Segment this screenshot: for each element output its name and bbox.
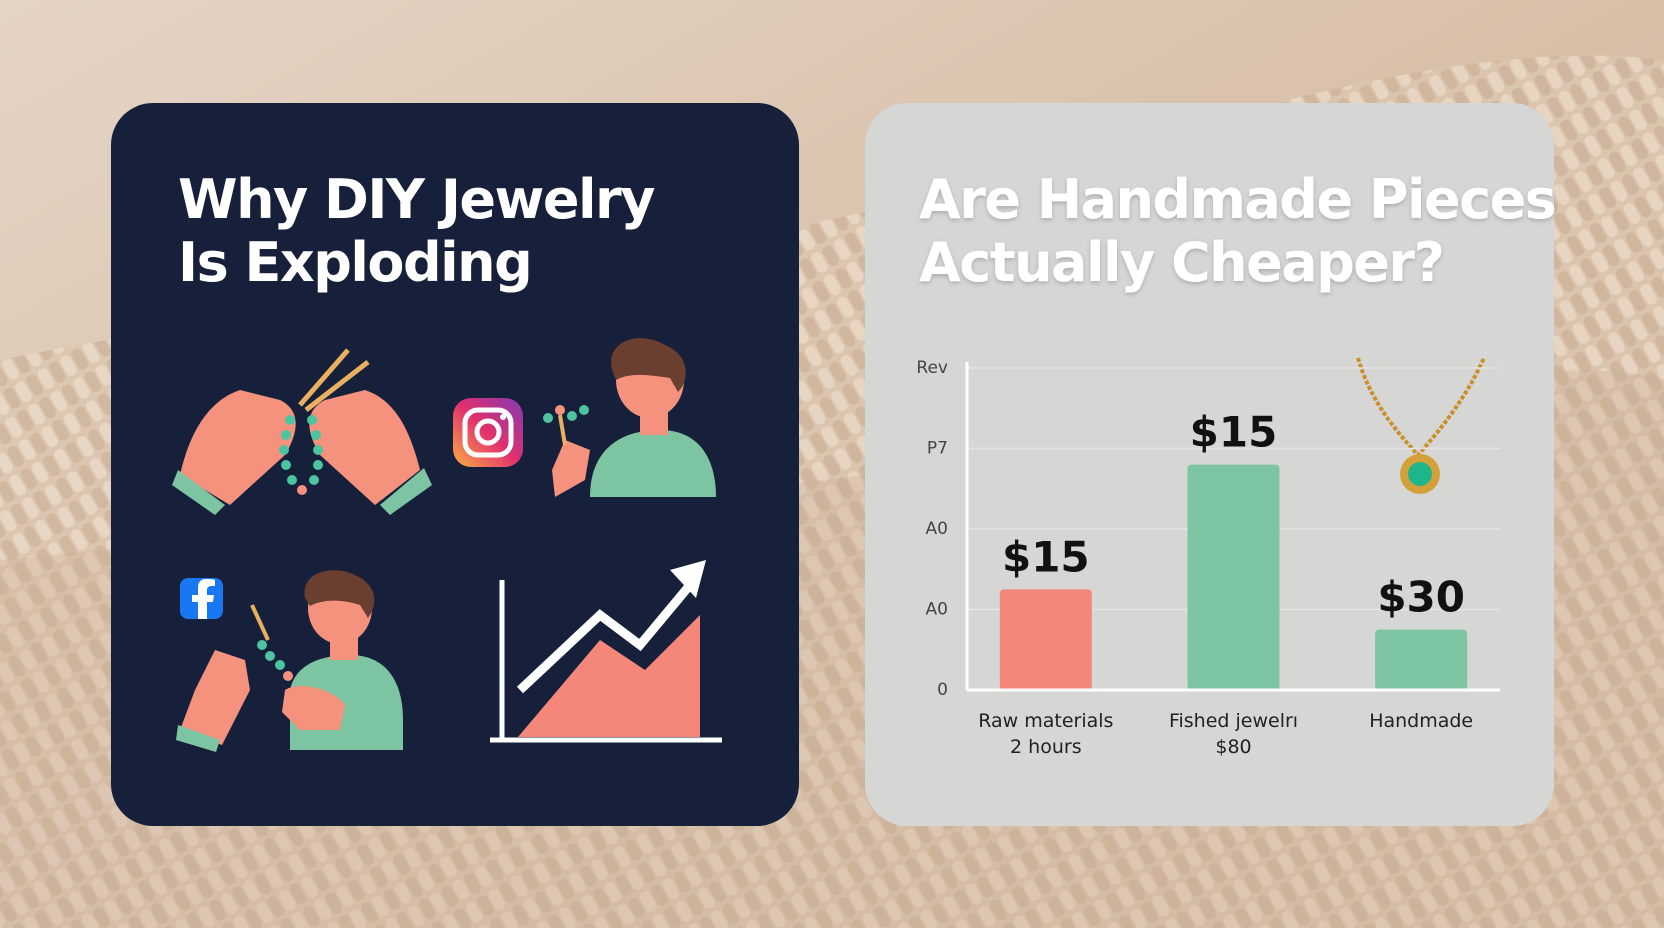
y-tick-label: A0	[926, 600, 948, 620]
title-line: Are Handmade Pieces	[919, 168, 1555, 231]
x-tick-label: Raw materials	[978, 710, 1113, 732]
instagram-icon	[453, 398, 523, 467]
bar	[1187, 464, 1280, 690]
y-tick-label: A0	[926, 519, 948, 539]
bar	[1375, 629, 1468, 690]
x-tick-sublabel: $80	[1215, 736, 1251, 758]
title-line: Actually Cheaper?	[919, 231, 1443, 294]
person-top	[543, 338, 716, 497]
x-tick-label: Handmade	[1369, 710, 1473, 732]
title-line: Is Exploding	[178, 231, 531, 294]
card	[111, 103, 799, 826]
y-tick-label: Rev	[916, 358, 948, 378]
bar-annotation: $15	[1002, 532, 1090, 581]
person-bottom	[176, 570, 403, 752]
right-card: Are Handmade Pieces Actually Cheaper? 0 A0…	[865, 103, 1557, 826]
bar-annotation: $30	[1377, 573, 1465, 622]
card-title: Why DIY Jewelry Is Exploding	[178, 168, 655, 294]
facebook-icon	[180, 578, 223, 619]
title-line: Why DIY Jewelry	[178, 168, 655, 231]
y-tick-label: 0	[937, 680, 948, 700]
bar	[999, 589, 1092, 690]
left-card: Why DIY Jewelry Is Exploding	[111, 103, 799, 826]
necklace	[1356, 357, 1486, 494]
x-tick-label: Fished jewelrı	[1169, 710, 1298, 732]
y-tick-label: P7	[927, 439, 948, 459]
beading-hands	[172, 348, 432, 515]
growth-graphic	[490, 560, 722, 743]
chart-title: Are Handmade Pieces Actually Cheaper?	[919, 168, 1555, 294]
bar-annotation: $15	[1190, 408, 1278, 457]
x-tick-sublabel: 2 hours	[1010, 736, 1082, 758]
